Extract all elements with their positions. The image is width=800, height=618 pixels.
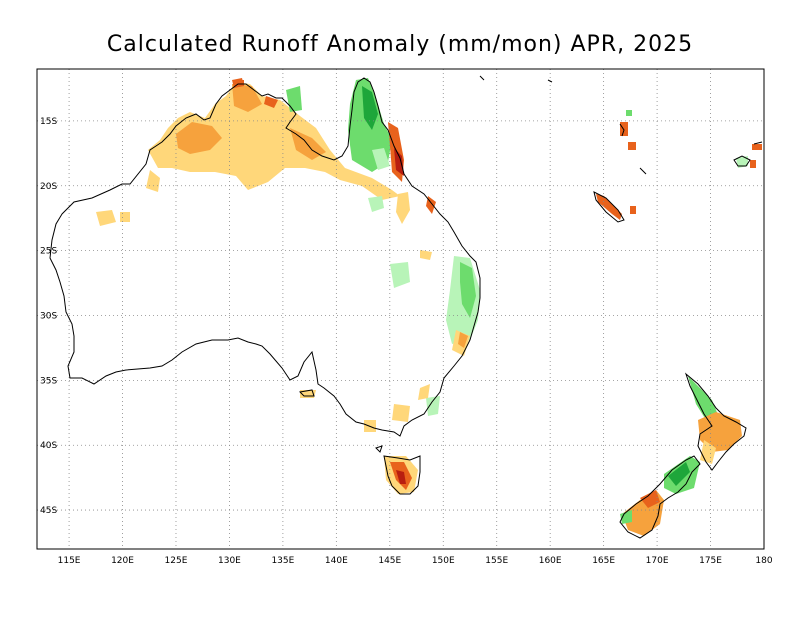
lon-tick-label: 140E [325, 556, 348, 566]
lon-tick-label: 115E [58, 556, 81, 566]
lon-tick-label: 130E [218, 556, 241, 566]
lat-tick-label: 35S [40, 376, 57, 386]
dry-area-kimberley-topend [148, 82, 400, 200]
lat-tick-label: 15S [40, 117, 57, 127]
coastline-new-caledonia [593, 191, 625, 223]
coastlines [49, 75, 763, 539]
latitude-tick-labels: 15S 20S 25S 30S 35S 40S 45S [40, 117, 57, 516]
dry-patch-east-qld [396, 192, 432, 260]
lon-tick-label: 150E [432, 556, 455, 566]
coastline-nz-south [619, 455, 701, 539]
dry-strong-nz-south [640, 490, 660, 508]
lat-tick-label: 20S [40, 182, 57, 192]
lon-tick-label: 135E [271, 556, 294, 566]
map-title: Calculated Runoff Anomaly (mm/mon) APR, … [106, 32, 694, 57]
lon-tick-label: 180 [755, 556, 772, 566]
dry-extreme-tasmania [396, 470, 406, 484]
dry-patch-pilbara [96, 210, 130, 226]
dry-medium-nsw [458, 332, 468, 348]
coastline-tasmania [383, 455, 421, 495]
coastline-australia [49, 77, 481, 437]
dry-area-new-caledonia [596, 194, 622, 220]
coastline-fiji [733, 155, 751, 167]
wet-patch-victoria [426, 396, 440, 416]
coastline-nz-north [684, 372, 747, 471]
fiji-wet [736, 156, 748, 168]
wet-area-se-qld-core [460, 262, 476, 318]
lat-tick-label: 45S [40, 506, 57, 516]
map-frame [36, 68, 765, 550]
lon-tick-label: 155E [485, 556, 508, 566]
lon-tick-label: 165E [592, 556, 615, 566]
wet-patch-nz-south-west [620, 510, 632, 524]
wet-patch-vanuatu [626, 110, 632, 116]
graticule [37, 69, 764, 549]
wet-patch-inland [368, 148, 410, 288]
longitude-tick-labels: 115E 120E 125E 130E 135E 140E 145E 150E 155E 160E… [58, 556, 773, 566]
fiji-patches [750, 144, 762, 168]
lon-tick-label: 170E [646, 556, 669, 566]
lon-tick-label: 120E [111, 556, 134, 566]
lat-tick-label: 30S [40, 311, 57, 321]
lon-tick-label: 160E [539, 556, 562, 566]
anomaly-shading [96, 78, 762, 536]
lat-tick-label: 40S [40, 441, 57, 451]
dry-area-kimberley-south [146, 170, 160, 192]
wet-strong-nz-south [668, 462, 690, 486]
lon-tick-label: 145E [378, 556, 401, 566]
lat-tick-label: 25S [40, 247, 57, 257]
coastline-islands [298, 75, 763, 453]
dry-area-central-north [176, 122, 222, 154]
dry-extreme-qld-coast [394, 148, 404, 176]
lon-tick-label: 125E [165, 556, 188, 566]
lon-tick-label: 175E [699, 556, 722, 566]
dry-patch-nsw [300, 330, 470, 432]
wet-area-nz-north [688, 376, 720, 420]
wet-area-cape-york-core [362, 86, 378, 130]
